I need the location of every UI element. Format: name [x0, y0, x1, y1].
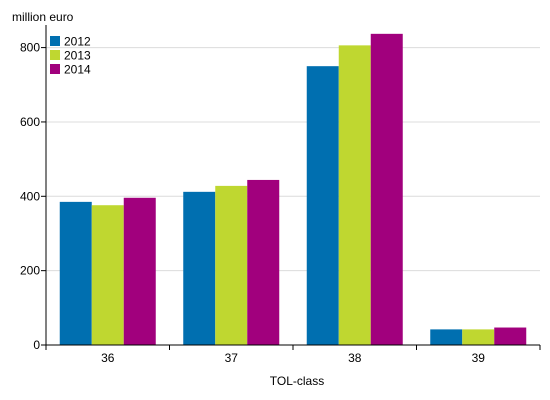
- legend-label-2012: 2012: [64, 35, 91, 49]
- bar-2012-37: [183, 191, 216, 345]
- bar-2013-38: [338, 45, 371, 346]
- x-tick-label: 36: [101, 351, 115, 365]
- bar-2012-38: [306, 66, 339, 346]
- gridlines: [46, 47, 540, 272]
- x-axis-ticks: 36 37 38 39: [45, 345, 541, 365]
- x-tick-label: 38: [348, 351, 362, 365]
- bar-2014-37: [247, 179, 280, 345]
- bar-2012-36: [59, 201, 92, 345]
- bar-2014-38: [370, 33, 403, 345]
- x-tick-label: 37: [225, 351, 239, 365]
- y-tick-label: 0: [33, 338, 40, 352]
- bar-2013-37: [215, 185, 248, 345]
- bar-2012-39: [430, 329, 463, 345]
- bars: [59, 33, 527, 346]
- x-tick-label: 39: [472, 351, 486, 365]
- bar-2014-36: [123, 197, 156, 345]
- y-tick-label: 600: [20, 115, 40, 129]
- legend-swatch-2013: [50, 50, 60, 60]
- bar-2013-39: [462, 329, 495, 345]
- bar-2014-39: [494, 327, 527, 345]
- y-tick-label: 400: [20, 189, 40, 203]
- legend-label-2014: 2014: [64, 63, 91, 77]
- legend-swatch-2012: [50, 36, 60, 46]
- bar-2013-36: [91, 205, 124, 345]
- y-tick-label: 200: [20, 264, 40, 278]
- x-axis-title: TOL-class: [270, 374, 324, 388]
- y-axis-unit-label: million euro: [12, 10, 74, 24]
- legend-label-2013: 2013: [64, 49, 91, 63]
- y-axis-ticks: 0 200 400 600 800: [20, 41, 46, 352]
- y-tick-label: 800: [20, 41, 40, 55]
- legend-swatch-2014: [50, 64, 60, 74]
